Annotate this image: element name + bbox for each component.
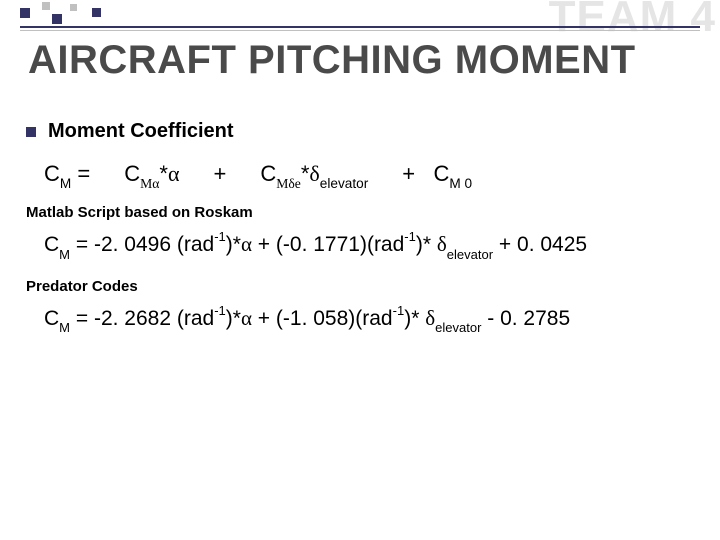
p-elev: elevator: [435, 320, 481, 335]
m-v1-sup: -1: [214, 229, 226, 244]
t1-var: α: [168, 161, 180, 186]
t1-sub: Mα: [140, 176, 159, 191]
p-delta: δ: [425, 306, 435, 330]
m-eq: =: [70, 233, 94, 256]
m-mid-post: )*: [416, 233, 437, 256]
m-mid-sup: -1: [404, 229, 416, 244]
section-predator-label: Predator Codes: [26, 278, 694, 295]
p-lhs-sub: M: [59, 320, 70, 335]
t3-base: C: [433, 161, 449, 186]
plus1: +: [213, 161, 226, 187]
p-eq: =: [70, 307, 94, 330]
p-lhs: C: [44, 307, 59, 330]
p-v1-var: α: [241, 306, 252, 330]
bullet-row: Moment Coefficient: [26, 120, 694, 143]
section-matlab-label: Matlab Script based on Roskam: [26, 204, 694, 221]
bullet-text: Moment Coefficient: [48, 120, 234, 143]
p-mid: + (-1. 058)(rad: [252, 307, 393, 330]
lhs-base: C: [44, 161, 60, 186]
m-delta: δ: [437, 232, 447, 256]
p-v1-sup: -1: [214, 303, 226, 318]
t1-base: C: [124, 161, 140, 186]
m-tail: + 0. 0425: [493, 233, 587, 256]
m-lhs: C: [44, 233, 59, 256]
m-v1-var: α: [241, 232, 252, 256]
t2-base: C: [260, 161, 276, 186]
p-tail: - 0. 2785: [481, 307, 570, 330]
t1-star: *: [159, 161, 168, 186]
formula-term2: CMδe*δelevator: [260, 161, 368, 190]
plus2: +: [402, 161, 415, 186]
p-v1: -2. 2682 (rad: [94, 307, 214, 330]
slide-content: Moment Coefficient CM = CMα*α + CMδe*δel…: [26, 120, 694, 351]
t2-delta: δ: [309, 161, 319, 186]
m-elev: elevator: [447, 247, 493, 262]
plus2-term3: + CM 0: [402, 161, 472, 189]
formula-lhs: CM =: [44, 161, 90, 189]
bullet-square-icon: [26, 127, 36, 137]
slide-title: AIRCRAFT PITCHING MOMENT: [28, 38, 636, 83]
title-underline: [20, 26, 700, 28]
generic-formula: CM = CMα*α + CMδe*δelevator + CM 0: [44, 161, 694, 190]
equals: =: [77, 161, 90, 186]
m-v1: -2. 0496 (rad: [94, 233, 214, 256]
lhs-sub: M: [60, 176, 71, 191]
t2-sub: Mδe: [276, 176, 301, 191]
p-mid-post: )*: [404, 307, 425, 330]
watermark-team: TEAM 4: [549, 0, 716, 42]
p-mid-sup: -1: [393, 303, 405, 318]
m-mid: + (-0. 1771)(rad: [252, 233, 404, 256]
m-lhs-sub: M: [59, 247, 70, 262]
m-v1-post: )*: [226, 233, 241, 256]
matlab-equation: CM = -2. 0496 (rad-1)*α + (-0. 1771)(rad…: [44, 231, 694, 259]
p-v1-post: )*: [226, 307, 241, 330]
t3-sub: M 0: [449, 176, 472, 191]
t2-elev: elevator: [320, 176, 368, 191]
formula-term1: CMα*α: [124, 161, 179, 190]
predator-equation: CM = -2. 2682 (rad-1)*α + (-1. 058)(rad-…: [44, 305, 694, 333]
